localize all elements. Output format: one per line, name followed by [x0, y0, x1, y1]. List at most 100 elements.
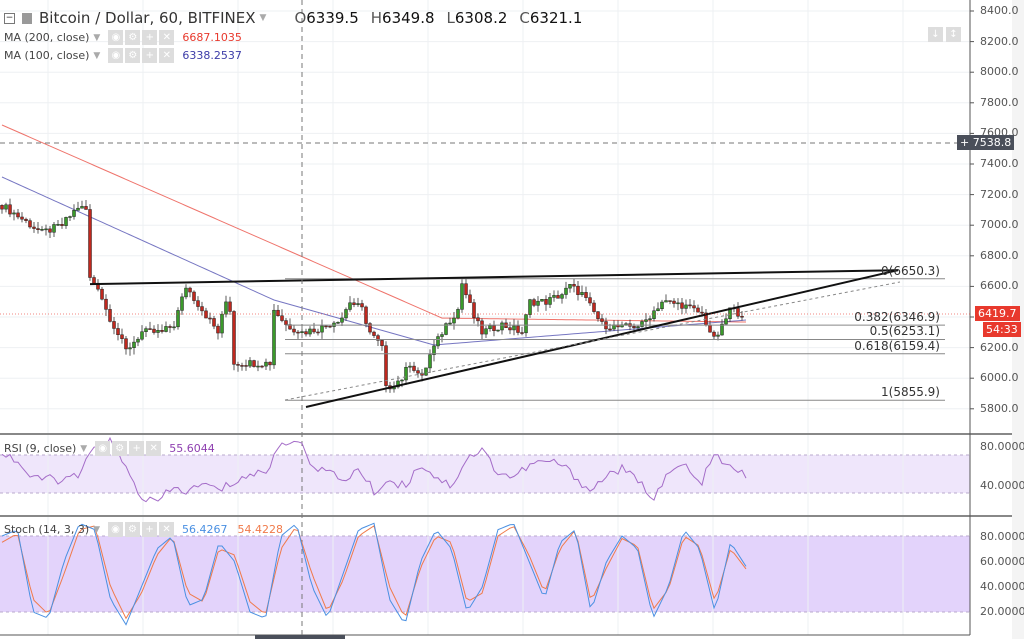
arrow-down-icon[interactable]: ↓: [928, 27, 943, 42]
candle-body: [324, 325, 328, 328]
candle-body: [248, 360, 252, 367]
candle-body: [312, 328, 316, 333]
eye-icon[interactable]: ◉: [108, 48, 124, 63]
candle-body: [164, 326, 168, 332]
countdown-tag: 54:33: [983, 322, 1021, 337]
rsi-band: [0, 455, 970, 493]
candle-body: [692, 305, 696, 309]
stoch-label[interactable]: Stoch (14, 3, 3): [4, 523, 90, 536]
candle-body: [200, 306, 204, 312]
ohlc-low: L6308.2: [446, 9, 508, 27]
candle-body: [128, 347, 132, 350]
candle-body: [24, 218, 28, 221]
collapse-icon[interactable]: −: [4, 12, 15, 24]
eye-icon[interactable]: ◉: [108, 522, 124, 537]
candle-body: [492, 325, 496, 331]
candle-body: [260, 365, 264, 368]
candle-body: [484, 328, 488, 335]
fib-trend-dotted-line: [284, 281, 901, 401]
arrows-vertical-icon[interactable]: ↕: [946, 27, 961, 42]
candle-body: [160, 329, 164, 332]
candle-body: [356, 303, 360, 305]
eye-icon[interactable]: ◉: [108, 30, 124, 45]
chevron-down-icon[interactable]: ▼: [259, 13, 267, 23]
candle-body: [596, 311, 600, 319]
candle-body: [196, 300, 200, 307]
candle-body: [360, 303, 364, 308]
candle-body: [220, 313, 224, 334]
ma200-label[interactable]: MA (200, close): [4, 31, 90, 44]
candle-body: [88, 209, 92, 278]
candle-body: [500, 322, 504, 331]
candle-body: [384, 345, 388, 386]
time-crosshair-tag: [255, 635, 345, 639]
gear-icon[interactable]: ⚙: [125, 48, 141, 63]
plus-icon[interactable]: +: [129, 441, 145, 456]
candle-body: [680, 302, 684, 309]
candle-body: [508, 327, 512, 331]
candle-body: [644, 319, 648, 322]
candle-body: [684, 304, 688, 309]
candle-body: [188, 287, 192, 293]
price-axis-label: 6800.0: [980, 248, 1019, 262]
close-icon[interactable]: ✕: [146, 441, 162, 456]
candle-body: [328, 325, 332, 328]
candle-body: [708, 324, 712, 333]
candle-body: [64, 217, 68, 226]
candle-body: [40, 228, 44, 231]
ma100-line: [1, 176, 747, 346]
stoch-axis-label: 40.0000: [980, 580, 1024, 593]
plus-icon[interactable]: +: [142, 30, 158, 45]
candle-body: [440, 334, 444, 337]
gear-icon[interactable]: ⚙: [112, 441, 128, 456]
gear-icon[interactable]: ⚙: [125, 30, 141, 45]
candle-body: [352, 302, 356, 305]
candle-body: [60, 224, 64, 226]
plus-icon[interactable]: +: [142, 522, 158, 537]
plus-icon[interactable]: +: [142, 48, 158, 63]
chevron-down-icon[interactable]: ▼: [93, 50, 101, 61]
symbol-title[interactable]: Bitcoin / Dollar, 60, BITFINEX: [39, 9, 256, 27]
chevron-down-icon[interactable]: ▼: [80, 443, 88, 454]
candle-body: [348, 302, 352, 310]
flag-icon[interactable]: [22, 12, 32, 24]
stoch-k-line: [1, 522, 747, 626]
candle-body: [568, 284, 572, 289]
price-axis-label: 7000.0: [980, 218, 1019, 232]
chevron-down-icon[interactable]: ▼: [93, 32, 101, 43]
candle-body: [140, 331, 144, 340]
gear-icon[interactable]: ⚙: [125, 522, 141, 537]
ma200-line: [1, 124, 747, 323]
chevron-down-icon[interactable]: ▼: [93, 524, 101, 535]
close-icon[interactable]: ✕: [159, 522, 175, 537]
candle-body: [56, 224, 60, 226]
fib-level-label: 0.382(6346.9): [854, 310, 940, 325]
candle-body: [408, 365, 412, 368]
candle-body: [416, 370, 420, 374]
candle-body: [380, 340, 384, 346]
eye-icon[interactable]: ◉: [95, 441, 111, 456]
candle-body: [184, 287, 188, 298]
candle-body: [364, 306, 368, 324]
close-icon[interactable]: ✕: [159, 30, 175, 45]
ma100-label[interactable]: MA (100, close): [4, 49, 90, 62]
candle-body: [320, 325, 324, 333]
price-axis-label: 7200.0: [980, 187, 1019, 201]
candle-body: [272, 309, 276, 366]
candle-body: [340, 317, 344, 323]
candle-body: [544, 299, 548, 305]
candle-body: [228, 301, 232, 312]
rsi-line: [1, 436, 747, 503]
candle-body: [180, 296, 184, 311]
candle-body: [588, 297, 592, 304]
stoch-k-value: 56.4267: [182, 523, 228, 536]
close-icon[interactable]: ✕: [159, 48, 175, 63]
price-axis-label: 6600.0: [980, 279, 1019, 293]
candle-body: [600, 318, 604, 322]
ma200-legend: MA (200, close) ▼ ◉ ⚙ + ✕ 6687.1035: [4, 30, 242, 45]
candle-body: [280, 315, 284, 321]
rsi-label[interactable]: RSI (9, close): [4, 442, 77, 455]
candle-body: [536, 300, 540, 306]
candle-body: [720, 323, 724, 336]
